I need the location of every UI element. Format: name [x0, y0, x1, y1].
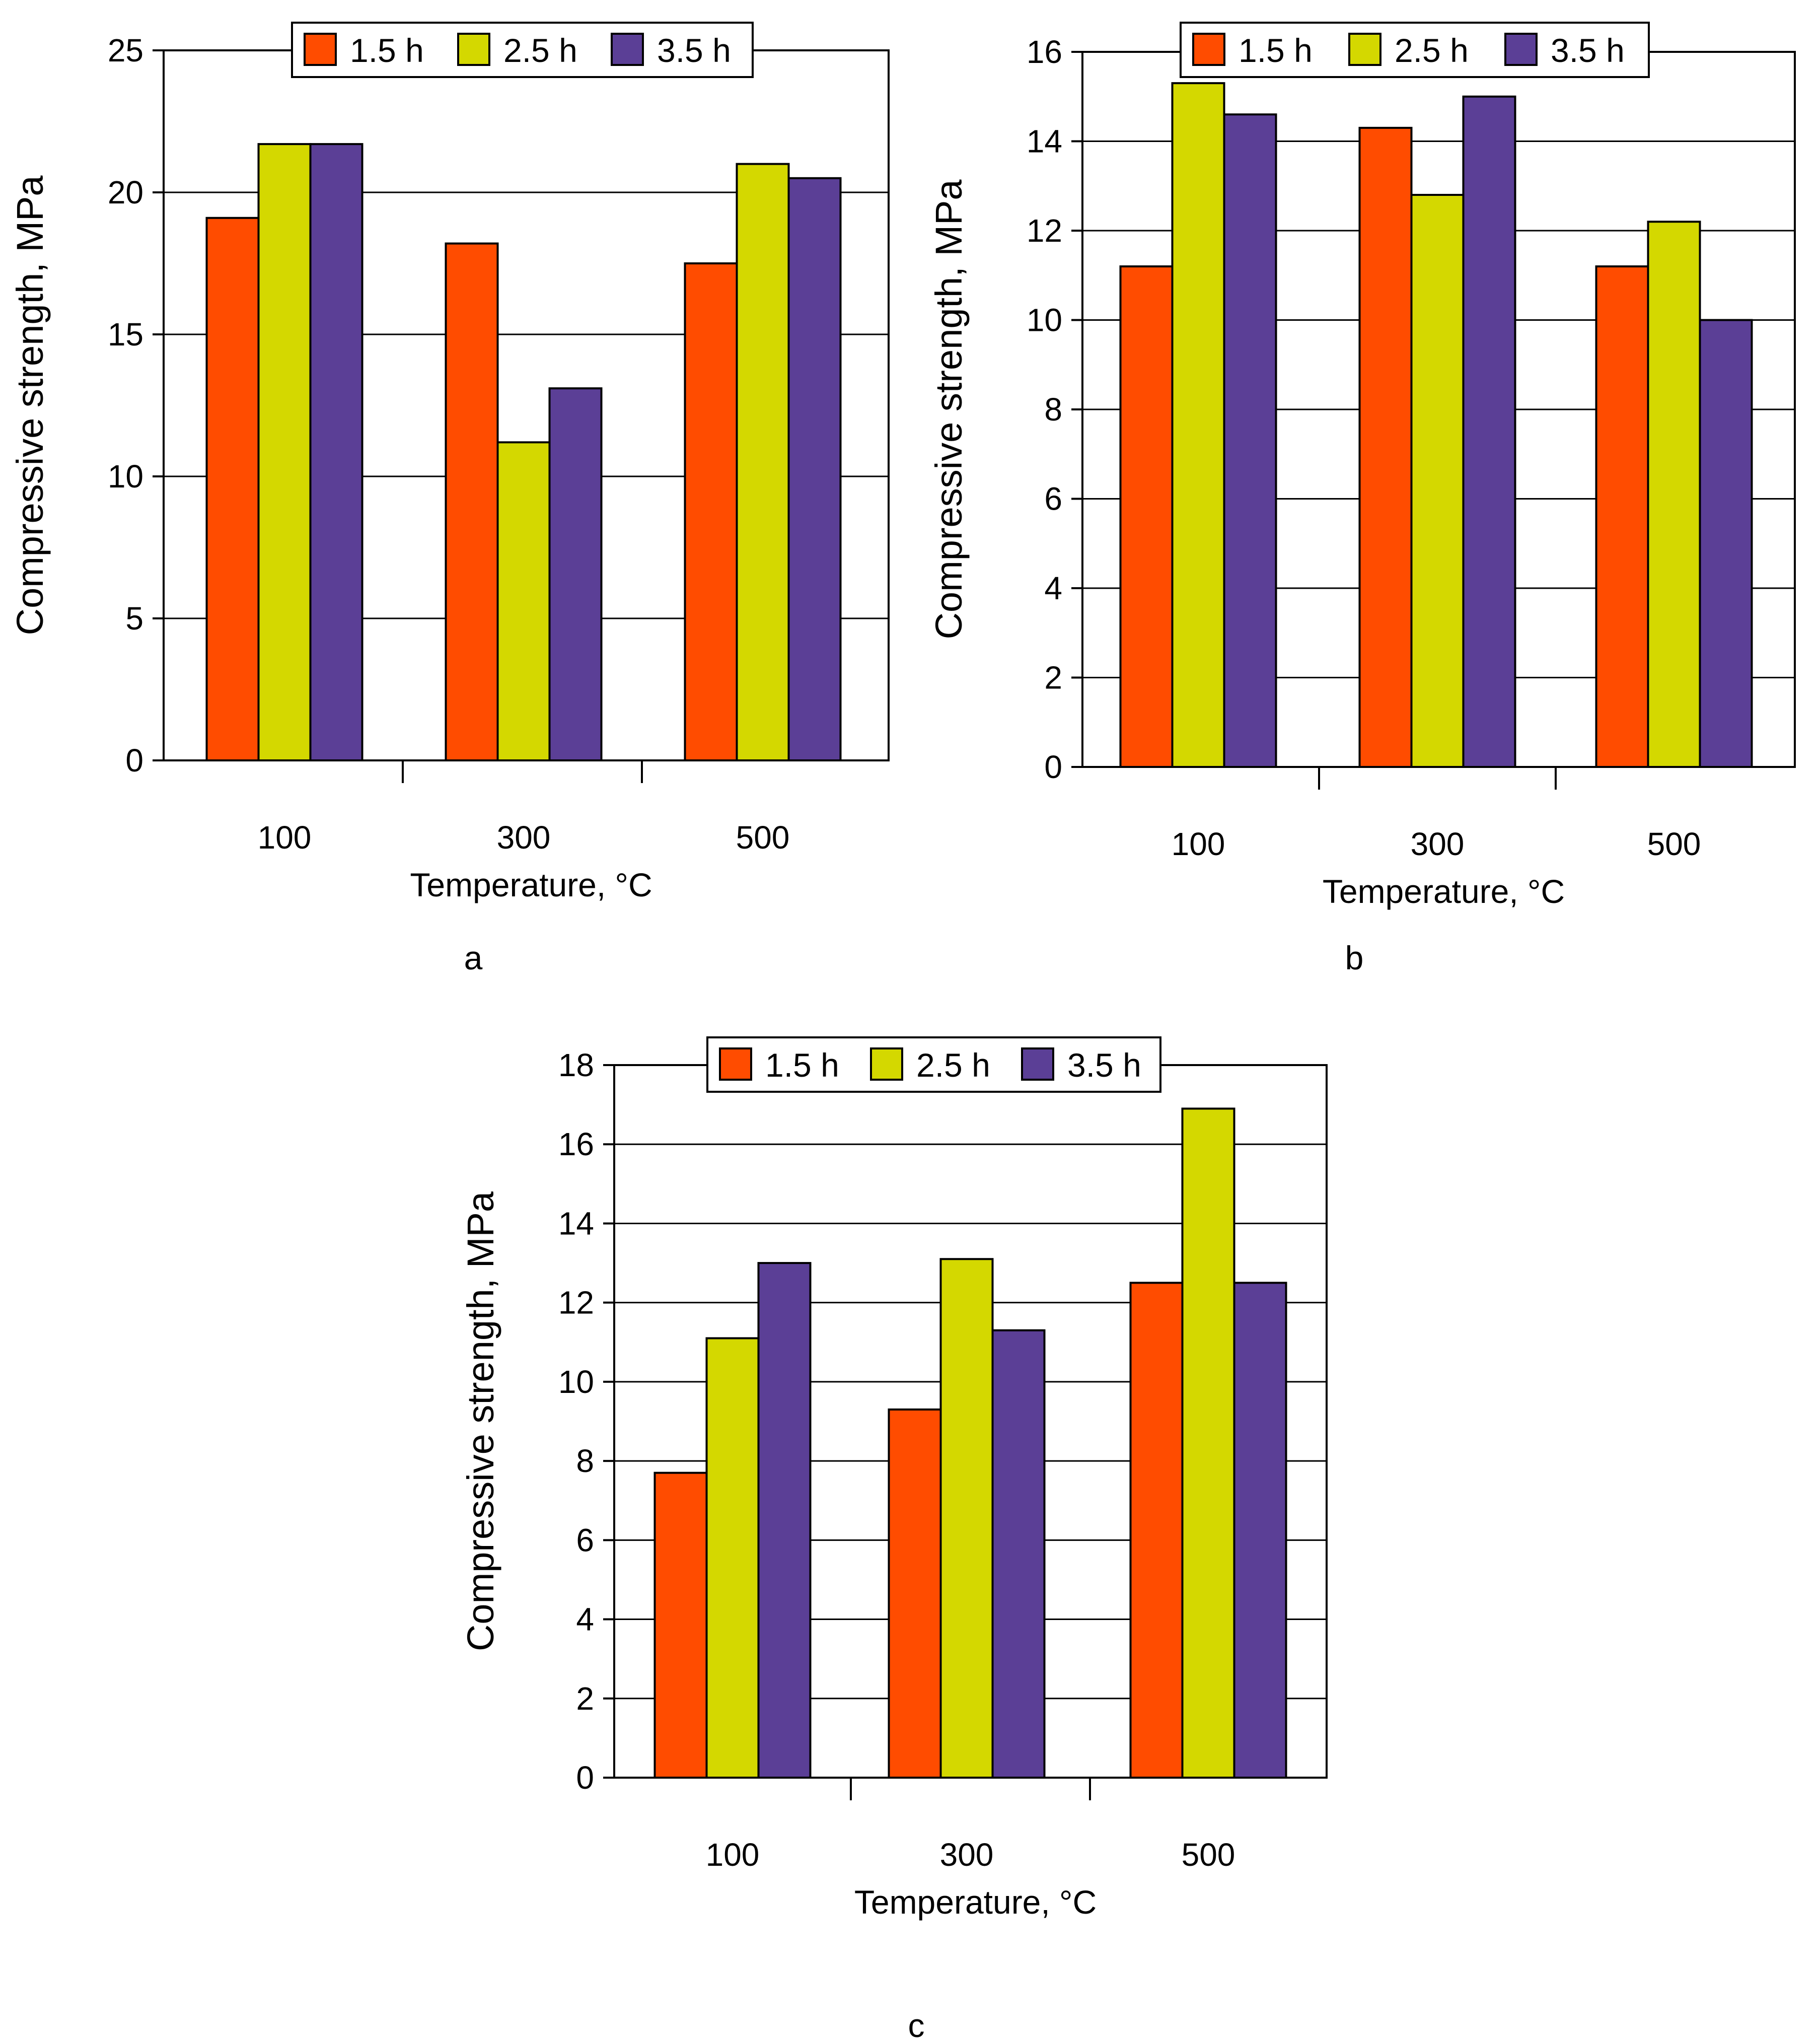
- legend-label: 1.5 h: [350, 32, 424, 69]
- legend-box: [706, 1036, 1161, 1093]
- y-tick-label: 16: [1027, 34, 1062, 70]
- bar-1-5-h-300: [888, 1408, 942, 1779]
- y-tick-label: 18: [558, 1047, 594, 1083]
- legend-swatch: [1504, 33, 1538, 66]
- x-tick-label: 100: [1172, 826, 1225, 862]
- bar-3-5-h-300: [991, 1329, 1046, 1779]
- legend-swatch: [870, 1047, 903, 1081]
- bar-1-5-h-500: [684, 262, 738, 761]
- bar-2-5-h-300: [939, 1258, 994, 1779]
- x-axis-label: Temperature, °C: [854, 1883, 1097, 1921]
- y-tick-label: 6: [1044, 481, 1062, 517]
- legend-swatch: [611, 33, 644, 66]
- bar-1-5-h-100: [653, 1471, 708, 1779]
- y-tick-label: 10: [108, 458, 143, 495]
- x-tick-label: 500: [1647, 826, 1701, 862]
- bar-2-5-h-500: [736, 163, 790, 762]
- x-tick-label: 300: [497, 819, 551, 856]
- bar-1-5-h-500: [1129, 1282, 1184, 1779]
- x-tick-label: 300: [1411, 826, 1465, 862]
- y-tick-label: 5: [125, 600, 143, 637]
- bar-2-5-h-500: [1181, 1107, 1235, 1779]
- bar-1-5-h-500: [1595, 265, 1649, 768]
- bar-1-5-h-100: [205, 217, 260, 761]
- legend-swatch: [457, 33, 490, 66]
- legend-label: 3.5 h: [1551, 32, 1625, 69]
- y-tick-label: 14: [1027, 123, 1062, 160]
- legend-box: [291, 22, 754, 78]
- bar-1-5-h-100: [1119, 265, 1174, 768]
- x-tick-label: 100: [706, 1837, 760, 1873]
- bar-2-5-h-500: [1647, 221, 1701, 768]
- bar-2-5-h-100: [1171, 82, 1225, 768]
- legend-swatch: [719, 1047, 752, 1081]
- x-tick-label: 100: [258, 819, 312, 856]
- y-tick-label: 12: [558, 1285, 594, 1321]
- bar-2-5-h-300: [1410, 194, 1465, 768]
- bar-3-5-h-500: [1233, 1282, 1287, 1779]
- bar-3-5-h-100: [309, 143, 363, 761]
- panel-label: a: [464, 939, 483, 976]
- legend: 1.5 h 2.5 h 3.5 h: [706, 1036, 1161, 1093]
- y-axis-label: Compressive strength, MPa: [9, 175, 51, 636]
- bar-3-5-h-500: [787, 177, 842, 761]
- y-axis-label: Compressive strength, MPa: [928, 179, 970, 640]
- bar-2-5-h-300: [496, 441, 551, 761]
- y-tick-label: 20: [108, 174, 143, 210]
- y-tick-label: 4: [1044, 570, 1062, 606]
- legend-swatch: [1348, 33, 1381, 66]
- y-tick-label: 14: [558, 1205, 594, 1241]
- chart-panel-c: 0 2 4 6 8 10 12 14 16 18 100 300 500 Temperature, °C C…: [460, 1036, 1328, 2038]
- legend: 1.5 h 2.5 h 3.5 h: [291, 22, 754, 78]
- y-tick-label: 6: [576, 1522, 594, 1558]
- bar-2-5-h-100: [705, 1337, 760, 1779]
- chart-panel-a: 0 5 10 15 20 25 100 300 500 Temperature, °C Compre…: [9, 22, 890, 976]
- x-tick-label: 500: [1182, 1837, 1235, 1873]
- y-tick-label: 2: [576, 1680, 594, 1717]
- x-axis-label: Temperature, °C: [410, 866, 652, 903]
- panel-label: c: [908, 2007, 925, 2038]
- y-tick-label: 10: [558, 1364, 594, 1400]
- legend-label: 1.5 h: [765, 1046, 839, 1084]
- legend-box: [1180, 22, 1650, 78]
- legend-label: 1.5 h: [1239, 32, 1313, 69]
- y-tick-label: 15: [108, 316, 143, 353]
- bar-3-5-h-100: [1223, 113, 1277, 768]
- x-tick-label: 300: [940, 1837, 994, 1873]
- y-tick-label: 16: [558, 1126, 594, 1162]
- legend-label: 3.5 h: [1067, 1046, 1141, 1084]
- y-tick-label: 0: [1044, 749, 1062, 785]
- y-tick-label: 0: [125, 742, 143, 779]
- y-tick-label: 8: [576, 1443, 594, 1479]
- y-tick-label: 8: [1044, 391, 1062, 428]
- y-axis-label: Compressive strength, MPa: [460, 1191, 501, 1651]
- bar-3-5-h-500: [1699, 319, 1753, 768]
- y-tick-label: 10: [1027, 302, 1062, 338]
- y-tick-label: 12: [1027, 213, 1062, 249]
- chart-panel-b: 0 2 4 6 8 10 12 14 16 100 300 500 Temperature, °C Com…: [928, 22, 1796, 976]
- legend-swatch: [1192, 33, 1225, 66]
- y-tick-label: 4: [576, 1601, 594, 1638]
- bar-2-5-h-100: [257, 143, 312, 761]
- bar-1-5-h-300: [1358, 126, 1413, 768]
- y-tick-label: 0: [576, 1760, 594, 1796]
- y-tick-label: 2: [1044, 660, 1062, 696]
- y-tick-label: 25: [108, 32, 143, 68]
- bar-3-5-h-100: [757, 1262, 812, 1779]
- legend-label: 2.5 h: [503, 32, 577, 69]
- legend-swatch: [1021, 1047, 1054, 1081]
- bar-1-5-h-300: [445, 242, 499, 761]
- legend-label: 2.5 h: [1395, 32, 1469, 69]
- legend-swatch: [304, 33, 337, 66]
- legend: 1.5 h 2.5 h 3.5 h: [1180, 22, 1650, 78]
- x-tick-label: 500: [736, 819, 790, 856]
- legend-label: 2.5 h: [916, 1046, 990, 1084]
- legend-label: 3.5 h: [657, 32, 731, 69]
- x-axis-label: Temperature, °C: [1323, 873, 1565, 910]
- panel-label: b: [1345, 939, 1364, 976]
- bar-3-5-h-300: [548, 387, 603, 761]
- bar-3-5-h-300: [1462, 95, 1516, 768]
